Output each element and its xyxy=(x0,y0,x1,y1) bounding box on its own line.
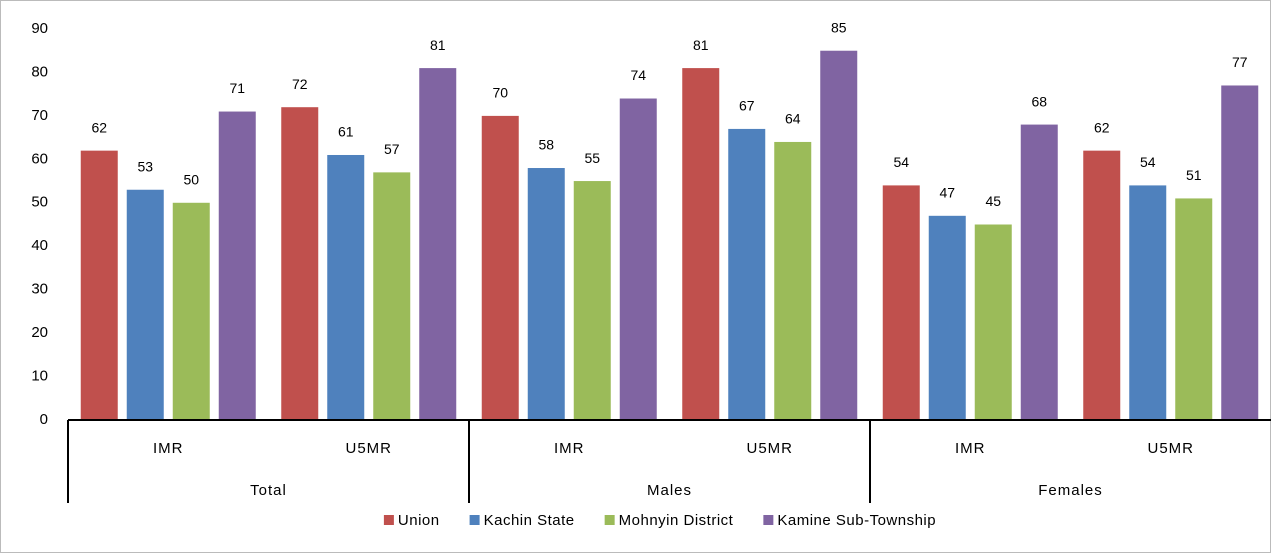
y-tick-label: 90 xyxy=(31,20,48,37)
bar xyxy=(1020,124,1058,421)
bar xyxy=(974,224,1012,420)
bar xyxy=(1083,150,1121,420)
legend-swatch xyxy=(604,515,615,525)
legend-label: Union xyxy=(398,512,440,529)
data-label: 68 xyxy=(1031,93,1047,109)
data-label: 70 xyxy=(492,85,508,101)
data-label: 51 xyxy=(1186,167,1202,183)
data-label: 64 xyxy=(785,111,801,127)
legend-swatch xyxy=(383,515,394,525)
bar xyxy=(481,115,519,420)
data-label: 45 xyxy=(985,193,1001,209)
data-label: 47 xyxy=(939,185,955,201)
bar xyxy=(573,181,611,420)
bar xyxy=(419,68,457,420)
y-tick-label: 80 xyxy=(31,63,48,80)
data-label: 81 xyxy=(693,37,709,53)
bar xyxy=(682,68,720,420)
legend-swatch xyxy=(763,515,774,525)
y-tick-label: 30 xyxy=(31,281,48,298)
bar xyxy=(80,150,118,420)
bar xyxy=(728,128,766,420)
data-label: 67 xyxy=(739,98,755,114)
legend-label: Mohnyin District xyxy=(619,512,734,529)
x-tick-label: U5MR xyxy=(1147,440,1194,457)
bar xyxy=(619,98,657,420)
data-label: 62 xyxy=(1094,119,1110,135)
bar xyxy=(882,185,920,420)
x-tick-label: IMR xyxy=(955,440,986,457)
x-tick-label: IMR xyxy=(554,440,585,457)
bar xyxy=(527,168,565,420)
bar xyxy=(327,154,365,420)
group-label: Total xyxy=(250,482,287,499)
group-label: Males xyxy=(647,482,692,499)
y-tick-label: 0 xyxy=(40,411,48,428)
x-tick-label: IMR xyxy=(153,440,184,457)
bar xyxy=(281,107,319,420)
bar xyxy=(126,189,164,420)
y-tick-label: 50 xyxy=(31,194,48,211)
data-label: 71 xyxy=(229,80,245,96)
data-label: 72 xyxy=(292,76,308,92)
bar xyxy=(1175,198,1213,420)
y-tick-label: 10 xyxy=(31,368,48,385)
x-tick-label: U5MR xyxy=(746,440,793,457)
legend-label: Kachin State xyxy=(484,512,575,529)
group-label: Females xyxy=(1038,482,1103,499)
data-label: 54 xyxy=(893,154,909,170)
bar xyxy=(172,202,210,420)
data-label: 77 xyxy=(1232,54,1248,70)
bar xyxy=(928,215,966,420)
y-tick-label: 20 xyxy=(31,324,48,341)
bar xyxy=(373,172,411,420)
data-label: 74 xyxy=(630,67,646,83)
data-label: 58 xyxy=(538,137,554,153)
y-tick-label: 40 xyxy=(31,237,48,254)
bar xyxy=(1221,85,1259,420)
legend-swatch xyxy=(469,515,480,525)
legend-label: Kamine Sub-Township xyxy=(777,512,936,529)
data-label: 50 xyxy=(183,171,199,187)
data-label: 57 xyxy=(384,141,400,157)
y-tick-label: 60 xyxy=(31,150,48,167)
bar xyxy=(218,111,256,421)
data-label: 53 xyxy=(137,158,153,174)
x-tick-label: U5MR xyxy=(345,440,392,457)
data-label: 81 xyxy=(430,37,446,53)
y-tick-label: 70 xyxy=(31,107,48,124)
data-label: 55 xyxy=(584,150,600,166)
bar xyxy=(1129,185,1167,420)
data-label: 62 xyxy=(91,119,107,135)
data-label: 85 xyxy=(831,19,847,35)
bar xyxy=(820,50,858,420)
data-label: 54 xyxy=(1140,154,1156,170)
bar xyxy=(774,141,812,420)
data-label: 61 xyxy=(338,124,354,140)
